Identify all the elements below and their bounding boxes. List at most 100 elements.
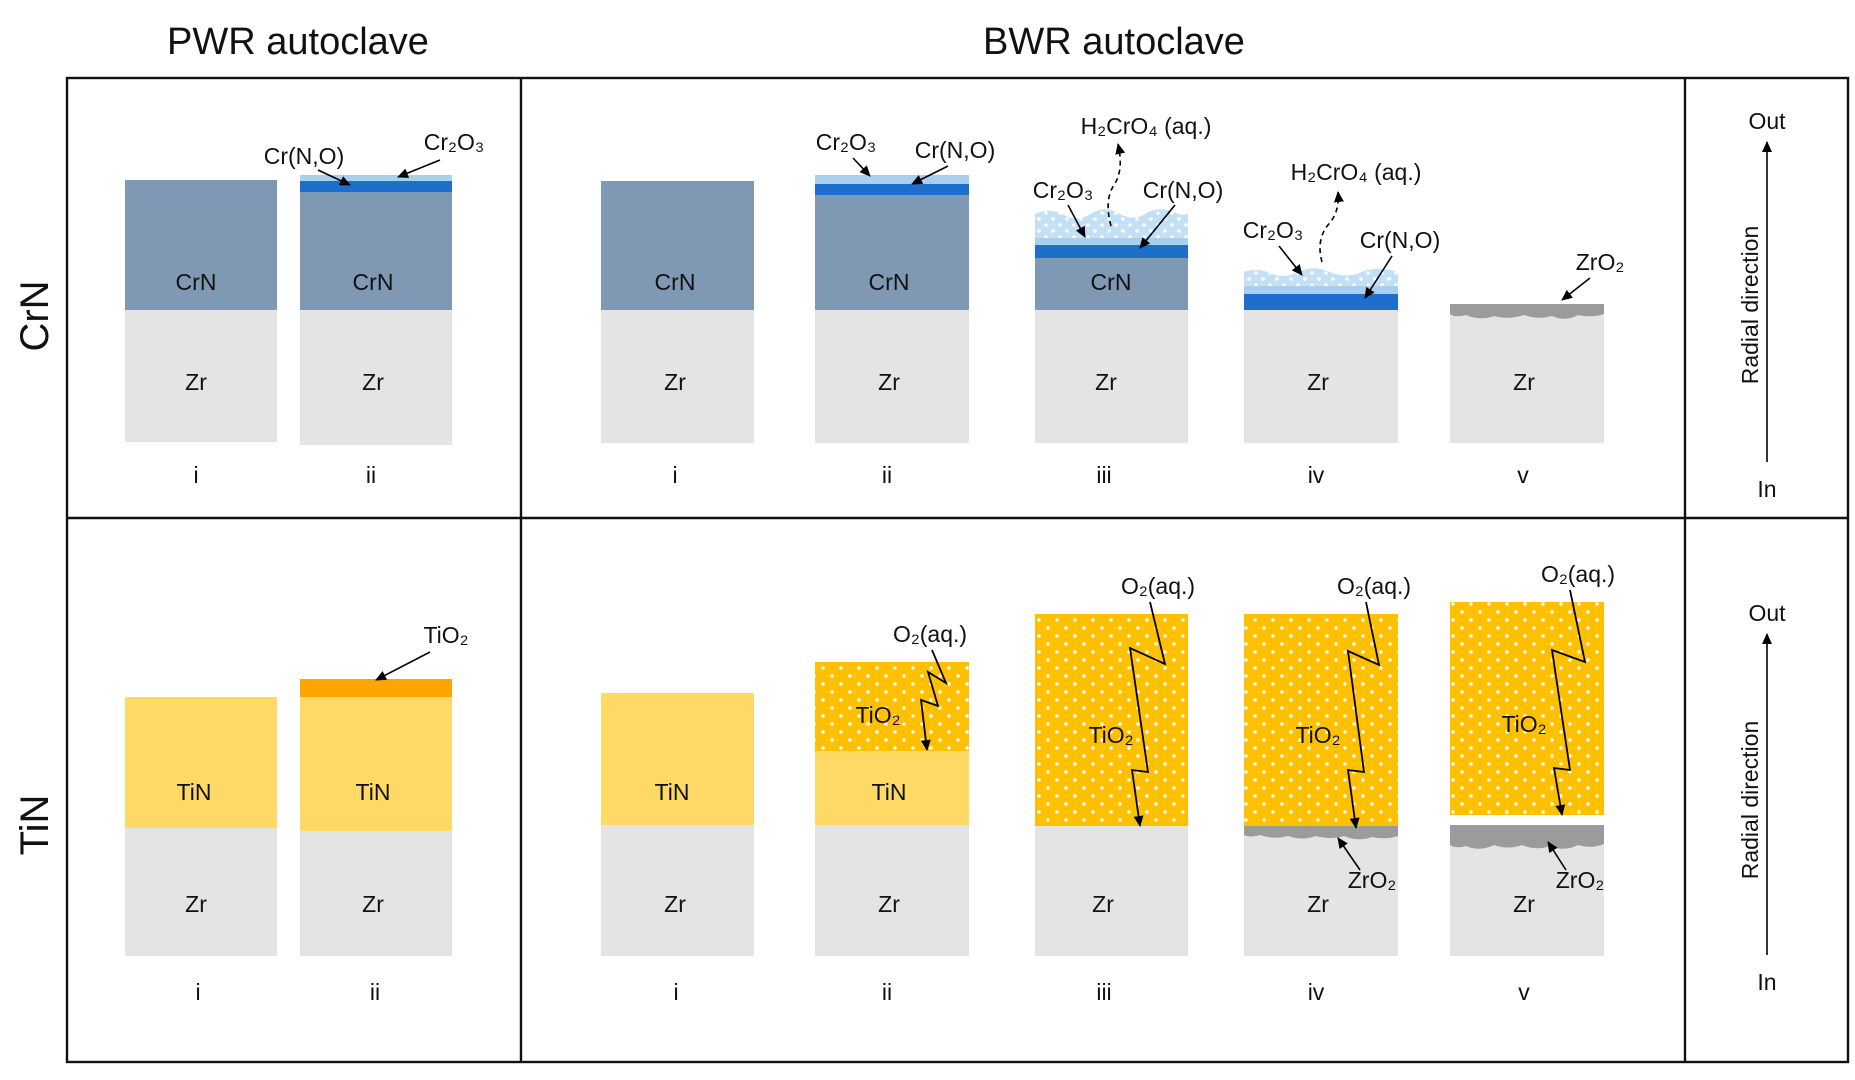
crn-bwr-stage-iii: CrN Zr Cr₂O₃ Cr(N,O) H₂CrO₄ (aq.)	[1033, 113, 1223, 443]
crn-coating	[815, 195, 969, 310]
stage-label: iii	[1096, 462, 1111, 488]
zr-substrate	[125, 828, 277, 956]
tin-bwr-stage-i: TiN Zr	[601, 693, 754, 956]
radial-direction-label: Radial direction	[1737, 226, 1763, 385]
stage-label: ii	[370, 979, 380, 1005]
zr-label: Zr	[362, 369, 384, 395]
zr-substrate	[815, 310, 969, 443]
cr2o3-layer	[815, 175, 969, 184]
stage-label: ii	[882, 979, 892, 1005]
crn-bwr-stage-iv: Zr Cr₂O₃ Cr(N,O) H₂CrO₄ (aq.)	[1243, 159, 1440, 443]
stage-label: ii	[366, 462, 376, 488]
zr-label: Zr	[1095, 369, 1117, 395]
radial-out-label: Out	[1748, 600, 1786, 626]
radial-direction-label: Radial direction	[1737, 721, 1763, 880]
row-label-crn: CrN	[13, 280, 57, 351]
zr-label: Zr	[185, 891, 207, 917]
zr-label: Zr	[1092, 891, 1114, 917]
stage-label: i	[195, 979, 200, 1005]
crn-bwr-stage-v: Zr ZrO₂	[1450, 249, 1624, 443]
tin-pwr-stage-i: TiN Zr	[125, 697, 277, 956]
pwr-header: PWR autoclave	[167, 21, 429, 63]
zro2-layer	[1244, 826, 1398, 840]
zr-substrate	[1450, 304, 1604, 443]
zro2-annotation: ZrO₂	[1576, 249, 1625, 275]
zr-substrate	[300, 310, 452, 445]
zr-label: Zr	[185, 369, 207, 395]
crn-pwr-stage-i: CrN Zr	[125, 180, 277, 442]
stage-label: iv	[1308, 979, 1325, 1005]
crno-layer	[300, 181, 452, 192]
o2-annotation: O₂(aq.)	[893, 621, 967, 647]
stage-label: i	[673, 979, 678, 1005]
zr-substrate	[300, 831, 452, 956]
zro2-layer	[1450, 304, 1604, 319]
stage-label: iv	[1308, 462, 1325, 488]
zr-label: Zr	[878, 891, 900, 917]
crno-layer	[1035, 245, 1188, 258]
o2-annotation: O₂(aq.)	[1541, 561, 1615, 587]
tin-label: TiN	[872, 779, 907, 805]
radial-direction-tin: Out In Radial direction	[1737, 600, 1786, 995]
tin-label: TiN	[655, 779, 690, 805]
tin-coating	[601, 693, 754, 825]
cr2o3-annotation: Cr₂O₃	[424, 129, 484, 155]
radial-out-label: Out	[1748, 108, 1786, 134]
zr-label: Zr	[878, 369, 900, 395]
zr-label: Zr	[664, 891, 686, 917]
radial-direction-crn: Out In Radial direction	[1737, 108, 1786, 502]
tin-bwr-stage-ii: TiO₂ TiN Zr O₂(aq.)	[815, 621, 969, 956]
tio2-label: TiO₂	[1295, 722, 1340, 748]
radial-in-label: In	[1757, 476, 1776, 502]
zr-label: Zr	[362, 891, 384, 917]
grid-frame	[65, 76, 1850, 1064]
tin-coating	[815, 751, 969, 825]
tin-coating	[300, 697, 452, 831]
zr-label: Zr	[1307, 369, 1329, 395]
stage-label: iii	[1096, 979, 1111, 1005]
tin-coating	[125, 697, 277, 828]
tin-pwr-stage-ii: TiN Zr TiO₂	[300, 622, 469, 956]
crn-bwr-stage-i: CrN Zr	[601, 181, 754, 443]
crn-coating	[1035, 258, 1188, 310]
crn-label: CrN	[1091, 269, 1132, 295]
o2-annotation: O₂(aq.)	[1121, 573, 1195, 599]
stage-label: i	[193, 462, 198, 488]
zr-substrate	[1244, 826, 1398, 956]
crn-pwr-stage-ii: CrN Zr Cr(N,O) Cr₂O₃	[264, 129, 484, 445]
stage-label: v	[1517, 462, 1529, 488]
crno-layer	[1244, 294, 1398, 310]
crn-bwr-stage-ii: CrN Zr Cr₂O₃ Cr(N,O)	[815, 129, 995, 443]
tin-bwr-stage-v: TiO₂ Zr O₂(aq.) ZrO₂	[1450, 561, 1615, 956]
stage-label: v	[1518, 979, 1530, 1005]
h2cro4-annotation: H₂CrO₄ (aq.)	[1291, 159, 1422, 185]
crn-coating	[125, 180, 277, 310]
tio2-annotation: TiO₂	[423, 622, 468, 648]
crn-label: CrN	[869, 269, 910, 295]
zr-substrate	[601, 310, 754, 443]
tio2-label: TiO₂	[855, 702, 900, 728]
zro2-layer	[1450, 825, 1604, 849]
crn-label: CrN	[176, 269, 217, 295]
zr-substrate	[1035, 310, 1188, 443]
zr-substrate	[125, 310, 277, 442]
crno-layer	[815, 184, 969, 195]
zr-label: Zr	[1513, 369, 1535, 395]
zr-label: Zr	[1513, 891, 1535, 917]
tio2-label: TiO₂	[1501, 711, 1546, 737]
zr-substrate	[1244, 310, 1398, 443]
tin-label: TiN	[356, 779, 391, 805]
tin-label: TiN	[177, 779, 212, 805]
stage-label: i	[672, 462, 677, 488]
cr2o3-layer	[1244, 286, 1398, 294]
crno-annotation: Cr(N,O)	[264, 143, 344, 169]
h2cro4-annotation: H₂CrO₄ (aq.)	[1081, 113, 1212, 139]
crn-label: CrN	[353, 269, 394, 295]
zr-label: Zr	[1307, 891, 1329, 917]
tin-bwr-stage-iv: TiO₂ Zr O₂(aq.) ZrO₂	[1244, 573, 1411, 956]
tin-bwr-stage-iii: TiO₂ Zr O₂(aq.)	[1035, 573, 1195, 956]
crno-annotation: Cr(N,O)	[1143, 177, 1223, 203]
cr2o3-layer	[300, 175, 452, 181]
crn-coating	[601, 181, 754, 310]
radial-in-label: In	[1757, 969, 1776, 995]
